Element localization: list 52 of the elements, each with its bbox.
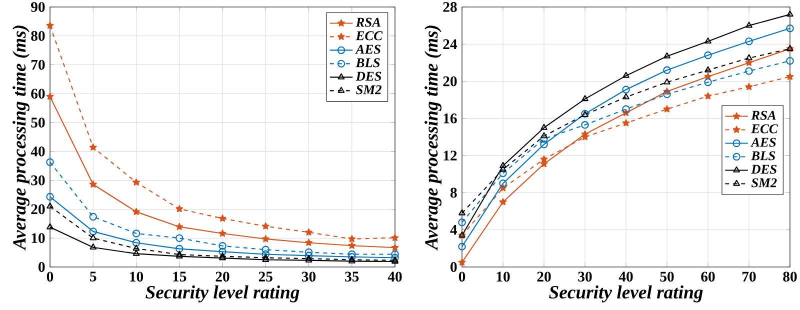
- legend-label: ECC: [356, 31, 383, 40]
- legend-label: BLS: [751, 151, 776, 160]
- y-tick-label: 20: [443, 76, 457, 86]
- legend-label: SM2: [356, 85, 382, 94]
- x-tick-label: 20: [216, 272, 230, 282]
- legend-label: DES: [356, 72, 382, 81]
- x-tick-label: 5: [90, 272, 96, 282]
- y-tick-label: 0: [450, 262, 457, 272]
- x-tick-label: 60: [701, 272, 715, 282]
- x-tick-label: 25: [258, 272, 272, 282]
- legend-label: ECC: [751, 124, 778, 134]
- y-tick-label: 4: [450, 225, 458, 235]
- y-tick-label: 8: [450, 188, 457, 198]
- y-tick-label: 30: [31, 175, 45, 186]
- y-tick-label: 0: [38, 262, 45, 272]
- x-tick-label: 0: [458, 272, 466, 282]
- y-tick-label: 12: [444, 150, 457, 160]
- legend-label: DES: [751, 164, 777, 174]
- x-tick-label: 30: [302, 272, 316, 282]
- x-axis-title: Security level rating: [146, 285, 300, 302]
- x-tick-label: 20: [537, 272, 551, 282]
- y-tick-label: 60: [31, 88, 45, 99]
- x-tick-label: 40: [388, 272, 402, 282]
- y-tick-label: 10: [32, 233, 45, 244]
- y-axis-title: Average processing time (ms): [424, 26, 442, 251]
- y-tick-label: 24: [443, 39, 458, 49]
- legend-label: AES: [355, 44, 380, 54]
- y-tick-label: 16: [444, 114, 457, 124]
- x-tick-label: 30: [578, 272, 592, 282]
- y-tick-label: 28: [443, 2, 457, 12]
- x-tick-label: 35: [345, 272, 359, 282]
- legend-label: RSA: [751, 110, 776, 120]
- y-tick-label: 70: [31, 60, 45, 70]
- x-tick-label: 40: [618, 272, 633, 282]
- x-tick-label: 50: [660, 272, 674, 282]
- x-tick-label: 10: [130, 272, 144, 282]
- legend-label: AES: [750, 138, 776, 147]
- y-tick-label: 50: [31, 118, 45, 128]
- legend-label: SM2: [751, 178, 777, 188]
- x-tick-label: 70: [742, 272, 756, 282]
- x-tick-label: 10: [496, 272, 510, 282]
- y-tick-label: 40: [30, 146, 45, 156]
- legend-label: BLS: [356, 58, 380, 68]
- legend-label: RSA: [356, 18, 380, 27]
- y-axis-title: Average processing time (ms): [12, 26, 30, 251]
- y-tick-label: 90: [31, 2, 45, 12]
- x-tick-label: 0: [46, 272, 54, 282]
- x-tick-label: 15: [173, 272, 186, 282]
- x-tick-label: 80: [783, 272, 797, 282]
- x-axis-title: Security level rating: [549, 285, 703, 302]
- y-tick-label: 80: [31, 30, 45, 41]
- y-tick-label: 20: [31, 204, 45, 214]
